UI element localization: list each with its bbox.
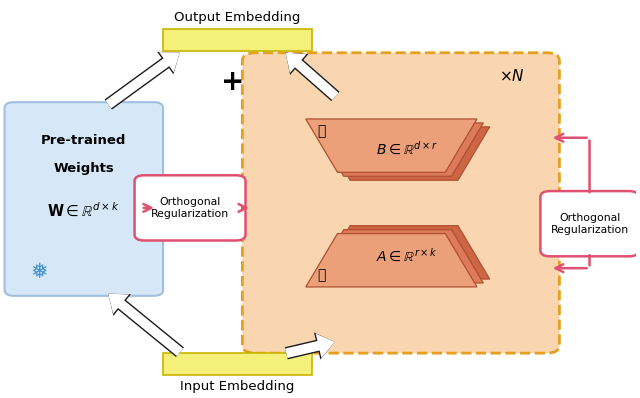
Text: ❅: ❅: [31, 262, 48, 282]
Text: 🔥: 🔥: [317, 268, 326, 282]
Polygon shape: [306, 234, 477, 287]
Text: Orthogonal
Regularization: Orthogonal Regularization: [550, 213, 628, 234]
Text: +: +: [221, 68, 244, 96]
Text: $B\in\mathbb{R}^{d\times r}$: $B\in\mathbb{R}^{d\times r}$: [376, 140, 438, 157]
FancyBboxPatch shape: [134, 175, 246, 240]
Text: $\mathbf{W}\in\mathbb{R}^{d\times k}$: $\mathbf{W}\in\mathbb{R}^{d\times k}$: [47, 201, 120, 219]
Polygon shape: [306, 119, 477, 172]
FancyBboxPatch shape: [540, 191, 639, 256]
Polygon shape: [319, 226, 490, 279]
Text: Input Embedding: Input Embedding: [180, 380, 295, 393]
FancyBboxPatch shape: [243, 53, 559, 353]
Polygon shape: [319, 127, 490, 180]
Text: $A\in\mathbb{R}^{r\times k}$: $A\in\mathbb{R}^{r\times k}$: [376, 248, 438, 265]
Bar: [163, 29, 312, 51]
FancyBboxPatch shape: [4, 102, 163, 296]
Polygon shape: [312, 230, 483, 283]
Text: Output Embedding: Output Embedding: [175, 12, 301, 25]
Text: Pre-trained: Pre-trained: [41, 134, 127, 147]
Polygon shape: [312, 123, 483, 176]
Text: $\times N$: $\times N$: [499, 68, 525, 84]
Text: Weights: Weights: [54, 162, 114, 175]
Bar: [163, 353, 312, 375]
Text: Orthogonal
Regularization: Orthogonal Regularization: [151, 197, 229, 219]
Text: 🔥: 🔥: [317, 124, 326, 138]
